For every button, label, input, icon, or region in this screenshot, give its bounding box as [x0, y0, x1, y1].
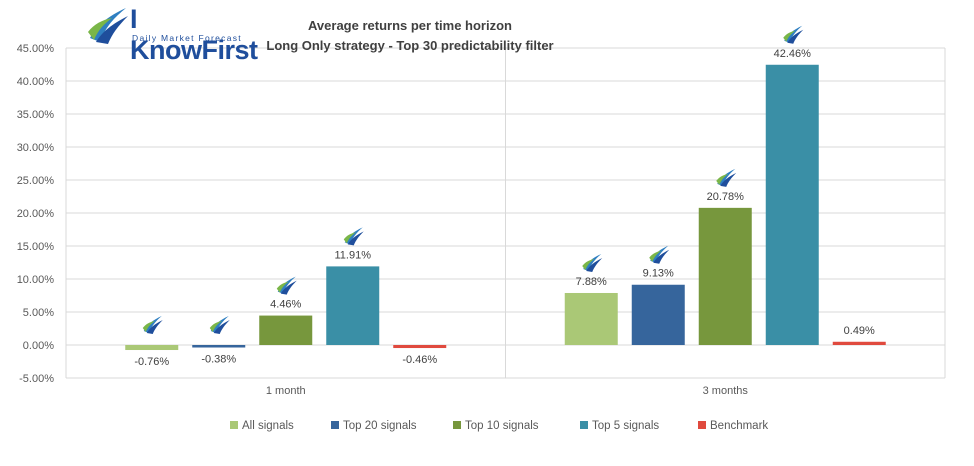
x-category-label: 3 months	[703, 385, 749, 397]
y-tick-label: 5.00%	[23, 307, 54, 319]
bar	[125, 345, 179, 351]
logo-swoosh-icon	[582, 253, 603, 272]
bar	[393, 345, 447, 349]
data-label: 42.46%	[774, 48, 812, 60]
x-category-label: 1 month	[266, 385, 306, 397]
logo-text: I KnowFirst	[130, 4, 258, 65]
y-tick-label: 20.00%	[17, 208, 55, 220]
legend-entry: All signals	[242, 420, 294, 432]
logo-swoosh-icon	[209, 316, 230, 334]
logo-swoosh-icon	[88, 8, 128, 44]
y-tick-label: 15.00%	[17, 241, 55, 253]
legend-entry: Benchmark	[710, 420, 768, 432]
data-label: -0.76%	[134, 356, 169, 368]
y-tick-label: 10.00%	[17, 274, 55, 286]
bar	[832, 341, 886, 345]
bar	[631, 284, 685, 345]
legend-entry: Top 5 signals	[592, 420, 659, 432]
legend-swatch	[698, 421, 706, 429]
data-label: 20.78%	[707, 191, 745, 203]
y-tick-label: 35.00%	[17, 109, 55, 121]
y-tick-label: 25.00%	[17, 175, 55, 187]
logo-swoosh-icon	[343, 227, 364, 246]
legend-entry: Top 20 signals	[343, 420, 417, 432]
bar	[564, 292, 618, 345]
y-tick-label: 45.00%	[17, 43, 55, 55]
y-tick-label: -5.00%	[19, 373, 54, 385]
y-tick-label: 30.00%	[17, 142, 55, 154]
logo-subtitle: Daily Market Forecast	[132, 33, 242, 43]
data-label: 4.46%	[270, 299, 301, 311]
legend-swatch	[453, 421, 461, 429]
legend-swatch	[331, 421, 339, 429]
bar	[259, 315, 313, 345]
bar	[192, 345, 246, 348]
logo-swoosh-icon	[142, 316, 163, 334]
data-label: 7.88%	[576, 276, 607, 288]
y-tick-label: 0.00%	[23, 340, 54, 352]
bar	[698, 207, 752, 345]
bar	[326, 266, 380, 345]
bar	[765, 64, 819, 345]
legend-entry: Top 10 signals	[465, 420, 539, 432]
chart-subtitle: Long Only strategy - Top 30 predictabili…	[266, 38, 554, 53]
data-label: -0.38%	[201, 354, 236, 366]
logo-swoosh-icon	[276, 276, 297, 295]
data-label: 0.49%	[844, 325, 875, 337]
logo-swoosh-icon	[649, 245, 670, 264]
logo-swoosh-icon	[783, 25, 804, 44]
legend-swatch	[580, 421, 588, 429]
company-logo: I KnowFirst Daily Market Forecast	[86, 4, 261, 65]
y-tick-label: 40.00%	[17, 76, 55, 88]
chart-title: Average returns per time horizon	[308, 18, 512, 33]
data-label: 9.13%	[643, 268, 674, 280]
legend-swatch	[230, 421, 238, 429]
data-label: -0.46%	[402, 354, 437, 366]
logo-swoosh-icon	[716, 168, 737, 187]
data-label: 11.91%	[335, 249, 372, 261]
